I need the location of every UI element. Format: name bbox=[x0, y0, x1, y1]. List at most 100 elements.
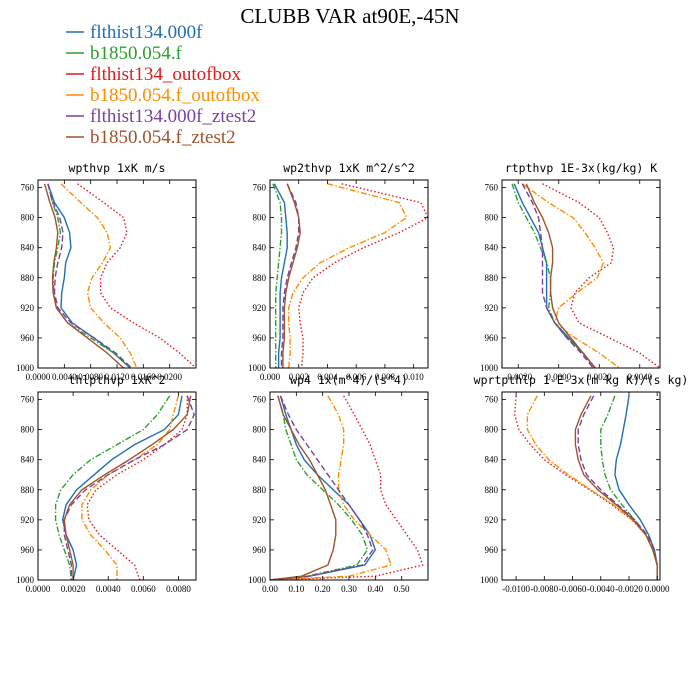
x-tick-label: 0.0060 bbox=[131, 584, 156, 594]
y-tick-label: 760 bbox=[485, 395, 499, 405]
series-line bbox=[270, 395, 369, 580]
y-tick-label: 800 bbox=[21, 213, 35, 223]
y-tick-label: 840 bbox=[485, 243, 499, 253]
plot-frame bbox=[269, 179, 429, 369]
y-tick-label: 1000 bbox=[248, 363, 267, 373]
x-tick-label: 0.0080 bbox=[78, 372, 103, 382]
y-tick-label: 920 bbox=[253, 515, 267, 525]
series-line bbox=[614, 395, 658, 580]
series-line bbox=[511, 183, 596, 368]
x-tick-label: 0.010 bbox=[404, 372, 425, 382]
y-tick-label: 920 bbox=[485, 515, 499, 525]
legend-entry: b1850.054.f_outofbox bbox=[90, 85, 260, 106]
x-tick-label: 0.0020 bbox=[587, 372, 612, 382]
legend: flthist134.000fb1850.054.fflthist134_out… bbox=[66, 22, 260, 148]
y-tick-label: 800 bbox=[253, 213, 267, 223]
panel: wp2thvp 1xK m^2/s^2 760 800 840 880 920 960 100… bbox=[248, 161, 429, 382]
series-line bbox=[270, 395, 393, 580]
y-tick-label: 880 bbox=[21, 273, 35, 283]
y-tick-label: 760 bbox=[253, 183, 267, 193]
y-tick-label: 840 bbox=[253, 243, 267, 253]
x-tick-label: -0.0040 bbox=[587, 584, 615, 594]
x-tick-label: 0.0000 bbox=[26, 372, 51, 382]
series-line bbox=[47, 183, 132, 368]
series-line bbox=[288, 183, 408, 368]
y-tick-label: 800 bbox=[253, 425, 267, 435]
y-tick-label: 800 bbox=[485, 425, 499, 435]
y-tick-label: 760 bbox=[485, 183, 499, 193]
x-tick-label: 0.0080 bbox=[166, 584, 191, 594]
series-group bbox=[270, 395, 424, 580]
y-tick-label: 920 bbox=[21, 303, 35, 313]
series-line bbox=[86, 395, 188, 580]
y-tick-label: 840 bbox=[21, 455, 35, 465]
x-tick-label: 0.40 bbox=[367, 584, 383, 594]
x-tick-label: -0.0020 bbox=[615, 584, 643, 594]
x-tick-label: 0.008 bbox=[375, 372, 396, 382]
chart-title: CLUBB VAR at90E,-45N bbox=[240, 4, 459, 28]
y-tick-label: 960 bbox=[21, 333, 35, 343]
series-line bbox=[270, 395, 424, 580]
y-tick-label: 1000 bbox=[16, 575, 35, 585]
series-line bbox=[280, 183, 300, 368]
series-group bbox=[54, 395, 195, 580]
series-line bbox=[270, 395, 377, 580]
series-line bbox=[542, 183, 660, 368]
x-tick-label: -0.0060 bbox=[559, 584, 587, 594]
y-tick-label: 800 bbox=[21, 425, 35, 435]
series-line bbox=[63, 395, 192, 580]
panel: wpthvp 1xK m/s76080084088092096010000.00… bbox=[16, 161, 197, 382]
legend-entry: flthist134_outofbox bbox=[90, 64, 241, 85]
y-tick-label: 840 bbox=[21, 243, 35, 253]
x-tick-label: 0.0120 bbox=[105, 372, 130, 382]
series-line bbox=[60, 183, 138, 368]
y-tick-label: 800 bbox=[485, 213, 499, 223]
x-tick-label: -0.0100 bbox=[502, 584, 530, 594]
y-tick-label: 760 bbox=[21, 183, 35, 193]
y-tick-label: 920 bbox=[253, 303, 267, 313]
y-tick-label: 760 bbox=[21, 395, 35, 405]
series-line bbox=[272, 183, 283, 368]
panel: wprtpthlp 1-E-3x(m kg K)/(s kg) 760 800 840… bbox=[474, 373, 689, 594]
series-line bbox=[526, 395, 658, 580]
panel: wp4 1x(m^4)/(s^4)76080084088092096010000… bbox=[248, 373, 429, 594]
y-tick-label: 1000 bbox=[480, 363, 499, 373]
series-line bbox=[81, 395, 180, 580]
series-line bbox=[43, 183, 125, 368]
panel-title: thlpthvp 1xK^2 bbox=[69, 373, 166, 387]
y-tick-label: 960 bbox=[485, 333, 499, 343]
legend-entry: b1850.054.f_ztest2 bbox=[90, 127, 236, 148]
series-line bbox=[525, 183, 596, 368]
x-tick-label: 0.0000 bbox=[645, 584, 670, 594]
series-group bbox=[511, 183, 660, 368]
legend-entry: b1850.054.f bbox=[90, 43, 183, 64]
series-group bbox=[513, 395, 658, 580]
panels: wpthvp 1xK m/s76080084088092096010000.00… bbox=[16, 161, 688, 594]
panel-title: wpthvp 1xK m/s bbox=[69, 161, 166, 175]
panel-title: wp2thvp 1xK m^2/s^2 bbox=[283, 161, 415, 175]
x-tick-label: 0.0000 bbox=[26, 584, 51, 594]
series-line bbox=[513, 183, 596, 368]
plot-frame bbox=[501, 179, 661, 369]
plot-frame bbox=[501, 391, 661, 581]
y-tick-label: 960 bbox=[253, 545, 267, 555]
series-line bbox=[600, 395, 658, 580]
x-tick-label: 0.004 bbox=[317, 372, 338, 382]
y-tick-label: 880 bbox=[253, 273, 267, 283]
y-tick-label: 1000 bbox=[248, 575, 267, 585]
x-tick-label: 0.006 bbox=[346, 372, 367, 382]
plot-frame bbox=[37, 179, 197, 369]
series-line bbox=[521, 183, 620, 368]
y-tick-label: 1000 bbox=[16, 363, 35, 373]
series-line bbox=[54, 395, 171, 580]
y-tick-label: 960 bbox=[485, 545, 499, 555]
series-line bbox=[574, 395, 658, 580]
series-group bbox=[272, 183, 428, 368]
series-line bbox=[270, 395, 374, 580]
x-tick-label: 0.0020 bbox=[61, 584, 86, 594]
x-tick-label: 0.0000 bbox=[546, 372, 571, 382]
y-tick-label: 960 bbox=[21, 545, 35, 555]
x-tick-label: 0.30 bbox=[341, 584, 357, 594]
x-tick-label: 0.0200 bbox=[157, 372, 182, 382]
